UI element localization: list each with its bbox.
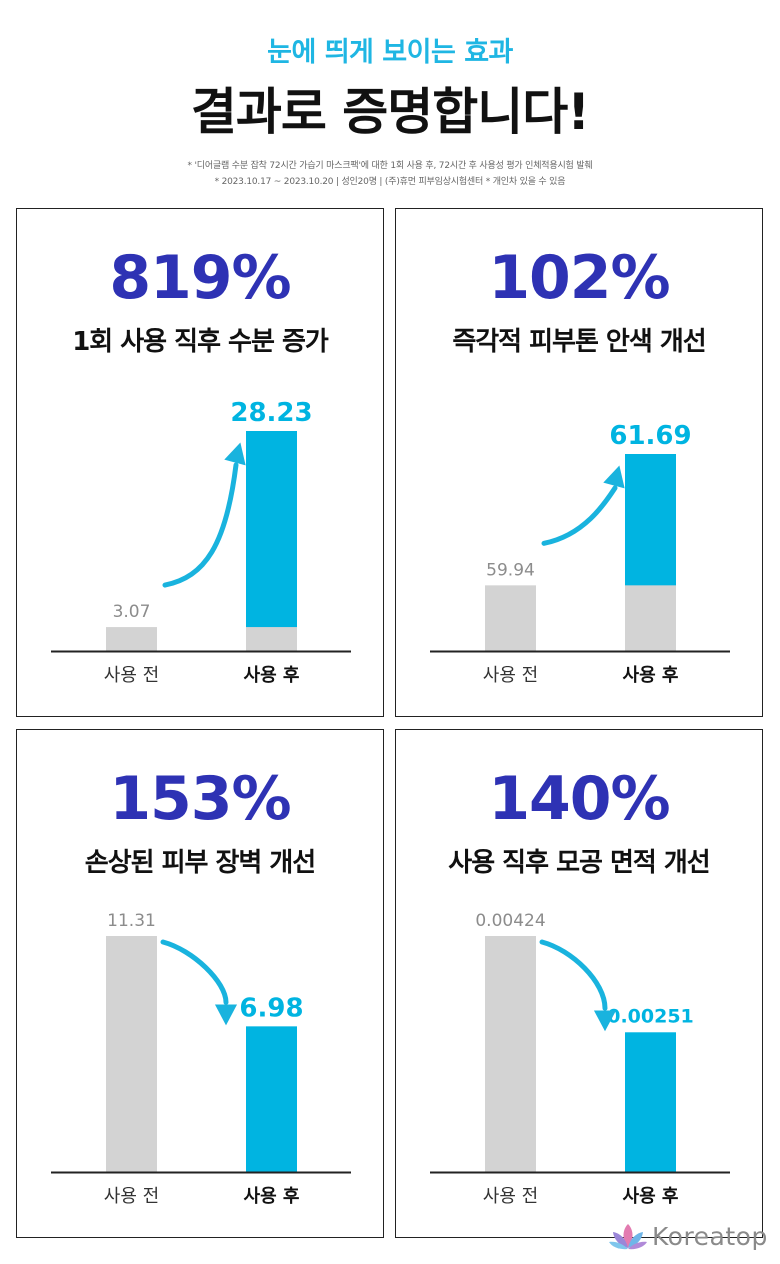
percent-value: 102%	[488, 243, 670, 313]
subtitle: 눈에 띄게 보이는 효과	[267, 37, 513, 68]
chart-svg: 59.94 61.69 사용 전 사용 후	[430, 421, 730, 686]
bar-chart: 3.07 28.23 사용 전 사용 후	[17, 379, 383, 717]
value-label-after: 61.69	[609, 421, 691, 451]
category-label-before: 사용 전	[104, 1186, 159, 1207]
bar-after-baseline	[625, 585, 676, 651]
bar-before	[106, 627, 157, 651]
trend-arrow	[541, 485, 618, 546]
bar-chart: 59.94 61.69 사용 전 사용 후	[396, 379, 762, 717]
arrow-head	[603, 465, 625, 489]
chart-svg: 3.07 28.23 사용 전 사용 후	[51, 398, 351, 686]
bar-after-baseline	[246, 627, 297, 651]
result-panel-2: 102% 즉각적 피부톤 안색 개선 59.94 61.69 사용 전 사용 후	[395, 208, 763, 717]
bar-before	[106, 936, 157, 1172]
page-title: 결과로 증명합니다!	[190, 83, 590, 141]
test-note-line1: * '디어글램 수분 잡착 72시간 가습기 마스크팩'에 대한 1회 사용 후…	[187, 161, 593, 171]
bar-chart: 0.00424 0.00251 사용 전 사용 후	[396, 900, 762, 1238]
category-label-before: 사용 전	[483, 1186, 538, 1207]
value-label-before: 59.94	[486, 560, 535, 580]
result-panel-1: 819% 1회 사용 직후 수분 증가 3.07 28.23 사용 전 사용 후	[16, 208, 384, 717]
bar-before	[485, 585, 536, 651]
panel-title: 손상된 피부 장벽 개선	[84, 848, 316, 878]
panel-title: 사용 직후 모공 면적 개선	[448, 848, 710, 878]
percent-value: 140%	[488, 764, 670, 834]
chart-svg: 11.31 6.98 사용 전 사용 후	[51, 911, 351, 1207]
value-label-after: 0.00251	[607, 1005, 694, 1027]
bar-chart: 11.31 6.98 사용 전 사용 후	[17, 900, 383, 1238]
logo-text: Koreatop	[652, 1222, 768, 1251]
value-label-after: 28.23	[230, 398, 312, 428]
category-label-before: 사용 전	[104, 665, 159, 686]
category-label-after: 사용 후	[623, 665, 679, 686]
arrow-head	[214, 1004, 238, 1026]
value-label-before: 0.00424	[475, 911, 545, 931]
value-label-after: 6.98	[239, 993, 303, 1023]
value-label-before: 3.07	[113, 602, 151, 622]
arrow-head	[224, 442, 246, 466]
panel-title: 즉각적 피부톤 안색 개선	[452, 327, 706, 357]
panel-title: 1회 사용 직후 수분 증가	[72, 327, 329, 357]
percent-value: 819%	[109, 243, 291, 313]
trend-arrow	[539, 939, 608, 1011]
category-label-after: 사용 후	[244, 665, 300, 686]
bar-before	[485, 936, 536, 1172]
category-label-after: 사용 후	[244, 1186, 300, 1207]
category-label-before: 사용 전	[483, 665, 538, 686]
bar-after	[246, 1026, 297, 1172]
result-panel-4: 140% 사용 직후 모공 면적 개선 0.00424 0.00251 사용 전 사용…	[395, 729, 763, 1238]
chart-svg: 0.00424 0.00251 사용 전 사용 후	[430, 911, 730, 1207]
trend-arrow	[160, 939, 229, 1005]
value-label-before: 11.31	[107, 911, 156, 931]
trend-arrow	[162, 462, 239, 588]
bar-after	[625, 1032, 676, 1172]
category-label-after: 사용 후	[623, 1186, 679, 1207]
arrow-head	[593, 1010, 617, 1032]
bar-after	[246, 431, 297, 651]
percent-value: 153%	[109, 764, 291, 834]
brand-logo: Koreatop	[608, 1220, 773, 1256]
result-panel-3: 153% 손상된 피부 장벽 개선 11.31 6.98 사용 전 사용 후	[16, 729, 384, 1238]
lotus-icon	[609, 1224, 647, 1250]
test-note-line2: * 2023.10.17 ~ 2023.10.20 | 성인20명 | (주)휴…	[214, 177, 566, 187]
